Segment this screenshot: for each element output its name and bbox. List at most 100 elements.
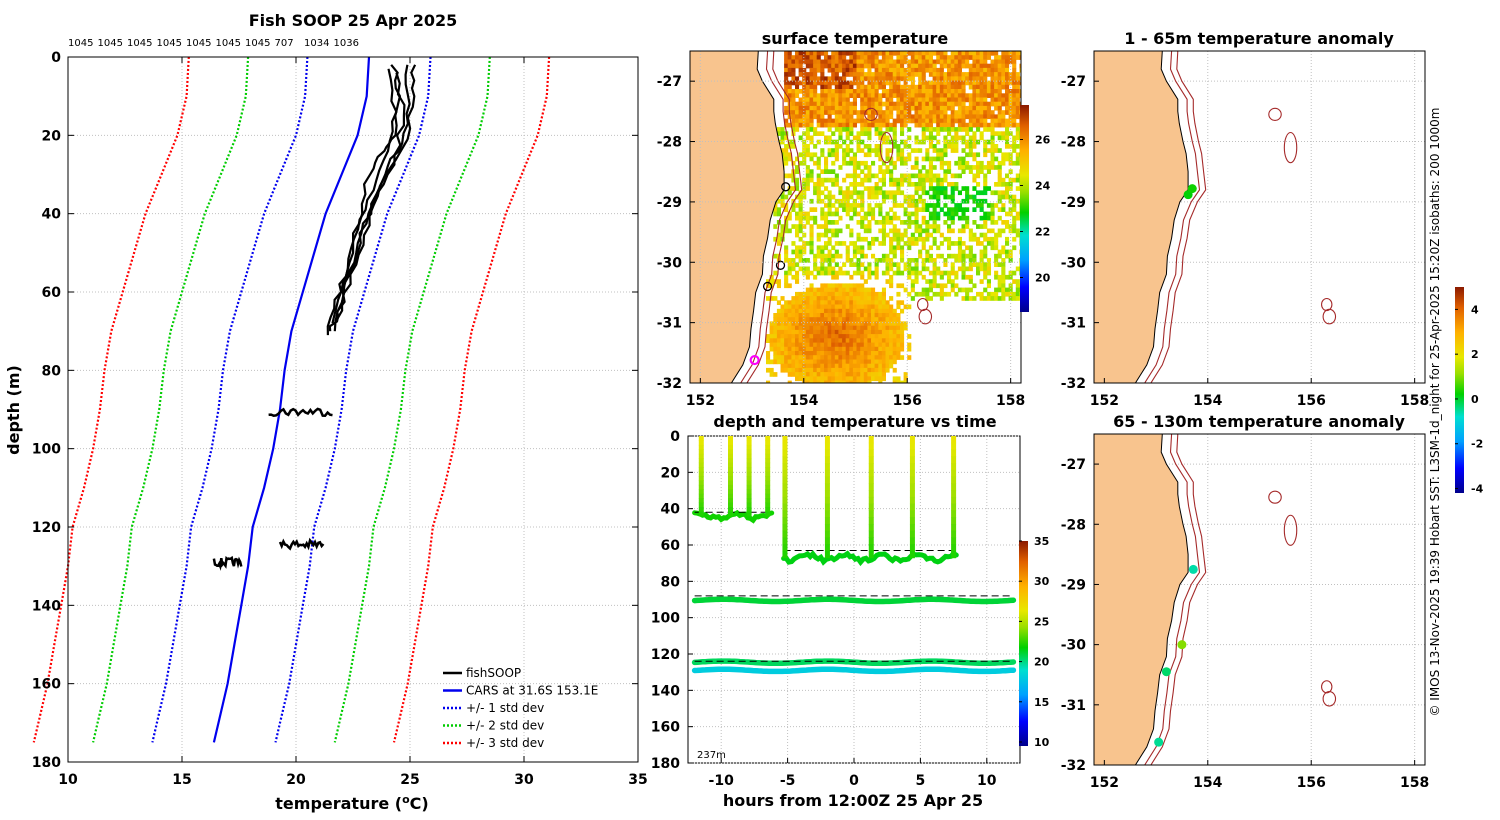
sst-cell xyxy=(1001,194,1006,200)
sst-cell xyxy=(979,266,984,272)
sst-cell xyxy=(1012,80,1017,86)
sst-cell xyxy=(784,321,789,327)
sst-cell xyxy=(936,266,941,272)
sst-cell xyxy=(849,203,854,208)
sst-cell xyxy=(852,118,857,124)
sst-cell xyxy=(798,55,803,60)
sst-cell xyxy=(834,346,839,352)
sst-cell xyxy=(798,67,803,73)
sst-cell xyxy=(860,296,865,301)
sst-cell xyxy=(809,76,814,82)
sst-cell xyxy=(972,118,977,124)
sst-cell xyxy=(892,80,897,86)
sst-cell xyxy=(838,334,843,339)
sst-cell xyxy=(780,228,785,234)
sst-cell xyxy=(936,215,941,221)
sst-cell xyxy=(950,55,955,60)
sst-cell xyxy=(849,304,854,310)
top-counts: 1045 1045 1045 1045 1045 1045 1045 707 1034 1036 xyxy=(68,38,359,49)
sst-cell xyxy=(1012,93,1017,98)
sst-cell xyxy=(831,177,836,183)
sst-cell xyxy=(990,67,995,73)
sst-cell xyxy=(903,51,908,56)
sst-cell xyxy=(932,215,937,221)
sst-cell xyxy=(939,80,944,86)
sst-cell xyxy=(997,215,1002,221)
sst-cell xyxy=(871,110,876,115)
sst-cell xyxy=(983,253,988,259)
sst-cell xyxy=(1008,207,1013,212)
sst-cell xyxy=(820,317,825,322)
sst-cell xyxy=(918,67,923,73)
sst-cell xyxy=(842,105,847,111)
sst-cell xyxy=(834,342,839,348)
sst-cell xyxy=(972,253,977,259)
sst-cell xyxy=(827,67,832,73)
sst-cell xyxy=(918,55,923,60)
sst-cell xyxy=(838,93,843,98)
sst-cell xyxy=(834,359,839,365)
sst-cell xyxy=(907,93,912,98)
sst-cell xyxy=(892,160,897,166)
sst-cell xyxy=(889,97,894,103)
sst-cell xyxy=(827,89,832,94)
sst-cell xyxy=(881,291,886,297)
sst-cell xyxy=(1012,228,1017,234)
sst-cell xyxy=(867,224,872,229)
sst-cell xyxy=(976,110,981,115)
sst-cell xyxy=(831,220,836,225)
anomaly-1-65-ticks: 152 154 156 158-27-28-29-30-31-32 xyxy=(1061,74,1430,409)
sst-cell xyxy=(932,190,937,196)
sst-cell xyxy=(1012,215,1017,221)
sst-cell xyxy=(813,55,818,60)
sst-cell xyxy=(889,258,894,263)
sst-cell xyxy=(885,165,890,170)
sst-cell xyxy=(834,380,839,383)
sst-cell xyxy=(889,313,894,318)
sst-cell xyxy=(852,89,857,94)
sst-cell xyxy=(824,55,829,60)
sst-cell xyxy=(889,266,894,272)
sst-cell xyxy=(961,139,966,145)
sst-cell xyxy=(852,59,857,65)
sst-cell xyxy=(780,367,785,373)
y-tick-label: 40 xyxy=(661,502,681,518)
sst-cell xyxy=(925,258,930,263)
y-tick-label: 120 xyxy=(651,647,680,663)
sst-cell xyxy=(849,101,854,107)
sst-cell xyxy=(787,283,792,289)
sst-cell xyxy=(1019,67,1021,73)
sst-cell xyxy=(997,101,1002,107)
sst-cell xyxy=(910,63,915,69)
sst-cell xyxy=(820,296,825,301)
sst-cell xyxy=(979,215,984,221)
sst-cell xyxy=(968,232,973,238)
sst-cell xyxy=(871,253,876,259)
sst-cell xyxy=(947,270,952,276)
sst-cell xyxy=(936,118,941,124)
sst-cell xyxy=(852,287,857,293)
y-tick-label: -32 xyxy=(1061,758,1086,774)
sst-cell xyxy=(791,122,796,128)
sst-cell xyxy=(867,325,872,331)
sst-cell xyxy=(939,51,944,56)
sst-cell xyxy=(867,127,872,132)
sst-cell xyxy=(983,144,988,149)
sst-cell xyxy=(791,89,796,94)
sst-cell xyxy=(957,127,962,132)
sst-cell xyxy=(983,198,988,204)
sst-cell xyxy=(1005,182,1010,187)
sst-cell xyxy=(820,363,825,369)
sst-cell xyxy=(827,135,832,141)
y-tick-label: 80 xyxy=(42,363,62,379)
sst-cell xyxy=(889,296,894,301)
sst-cell xyxy=(845,355,850,360)
sst-cell xyxy=(867,262,872,267)
sst-cell xyxy=(997,55,1002,60)
sst-cell xyxy=(849,313,854,318)
sst-cell xyxy=(856,376,861,382)
sst-cell xyxy=(827,101,832,107)
sst-cell xyxy=(860,55,865,60)
y-tick-label: -31 xyxy=(1061,316,1086,332)
sst-cell xyxy=(889,325,894,331)
